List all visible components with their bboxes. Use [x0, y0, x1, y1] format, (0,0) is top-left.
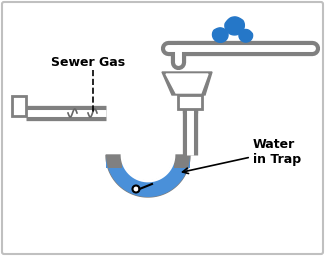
Bar [12, 96, 26, 116]
Circle shape [133, 186, 139, 193]
Text: Water
in Trap: Water in Trap [253, 138, 301, 166]
Polygon shape [106, 155, 190, 197]
Polygon shape [225, 17, 244, 35]
Polygon shape [239, 29, 253, 42]
Polygon shape [162, 72, 212, 95]
Text: Sewer Gas: Sewer Gas [51, 56, 125, 69]
Polygon shape [166, 74, 208, 93]
FancyBboxPatch shape [2, 2, 323, 254]
Polygon shape [106, 155, 190, 197]
Bar [178, 95, 202, 109]
Polygon shape [213, 28, 228, 42]
